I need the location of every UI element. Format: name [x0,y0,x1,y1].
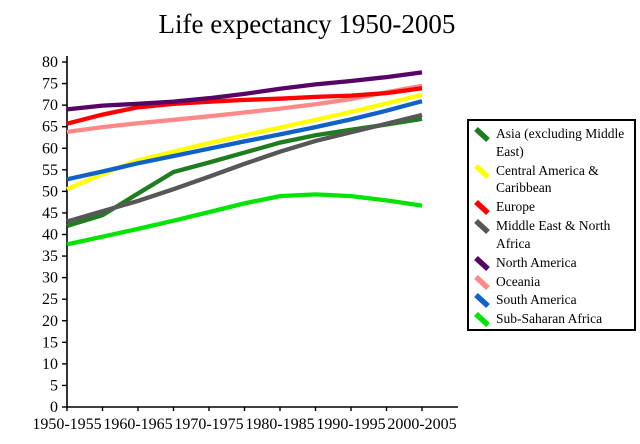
y-axis-tick-label: 50 [42,183,58,200]
legend-swatch-icon [474,163,490,179]
legend: Asia (excluding Middle East) Central Amer… [467,119,636,331]
y-axis-tick-label: 70 [42,97,58,114]
legend-swatch-icon [474,312,490,328]
legend-swatch-icon [474,293,490,309]
y-axis-tick-label: 10 [42,356,58,373]
legend-item: Oceania [474,273,631,291]
y-axis-tick-label: 40 [42,227,58,244]
series-line-europe [66,86,423,126]
legend-swatch-icon [474,200,490,216]
legend-swatch-line [474,255,490,271]
series-line-north-america [66,70,423,112]
legend-swatch-icon [474,127,490,142]
y-axis-tick-label: 25 [42,291,58,308]
x-axis-tick-label: 1990-1995 [316,416,385,433]
legend-item: Asia (excluding Middle East) [474,125,631,161]
legend-swatch-icon [474,219,490,235]
legend-swatch-line [474,200,490,216]
legend-label: Sub-Saharan Africa [496,311,603,327]
legend-item: Central America & Caribbean [474,162,631,198]
y-axis-tick-label: 20 [42,313,58,330]
series-line-middle-east-north-africa [66,112,423,224]
y-axis-tick-label: 45 [42,205,58,222]
y-axis-tick-label: 60 [42,140,58,157]
y-axis-tick-label: 75 [42,76,58,93]
series-line-south-america [66,99,423,182]
legend-swatch-line [474,293,490,309]
legend-swatch-line [474,274,490,290]
legend-label: Oceania [496,273,541,289]
y-axis-tick-label: 65 [42,119,58,136]
legend-label: Asia (excluding Middle East) [496,126,625,159]
legend-swatch-line [474,219,490,235]
x-axis-tick-label: 2000-2005 [387,416,456,433]
x-axis-tick-label: 1980-1985 [245,416,314,433]
y-axis-tick-label: 15 [42,334,58,351]
legend-swatch-line [474,127,490,142]
y-axis-tick-label: 55 [42,162,58,179]
legend-item: Middle East & North Africa [474,217,631,253]
legend-label: Europe [496,199,535,215]
legend-item: South America [474,291,631,309]
chart-title: Life expectancy 1950-2005 [158,9,456,39]
legend-item: Europe [474,198,631,216]
y-axis-tick-label: 35 [42,248,58,265]
legend-label: Middle East & North Africa [496,218,611,251]
legend-item: North America [474,254,631,272]
legend-label: South America [496,292,577,308]
legend-label: North America [496,254,577,270]
legend-swatch-icon [474,255,490,271]
legend-swatch-line [474,163,490,179]
legend-swatch-line [474,312,490,328]
legend-label: Central America & Caribbean [496,162,599,196]
y-axis-tick-label: 5 [50,377,58,394]
x-axis-tick-label: 1950-1955 [32,416,101,433]
x-axis-tick-label: 1960-1965 [103,416,172,433]
legend-item: Sub-Saharan Africa [474,310,631,328]
x-axis-tick-label: 1970-1975 [174,416,243,433]
series-line-sub-saharan-africa [66,192,423,247]
y-axis-tick-label: 0 [50,399,58,416]
y-axis-tick-label: 30 [42,270,58,287]
legend-swatch-icon [474,274,490,290]
y-axis-tick-label: 80 [42,54,58,71]
